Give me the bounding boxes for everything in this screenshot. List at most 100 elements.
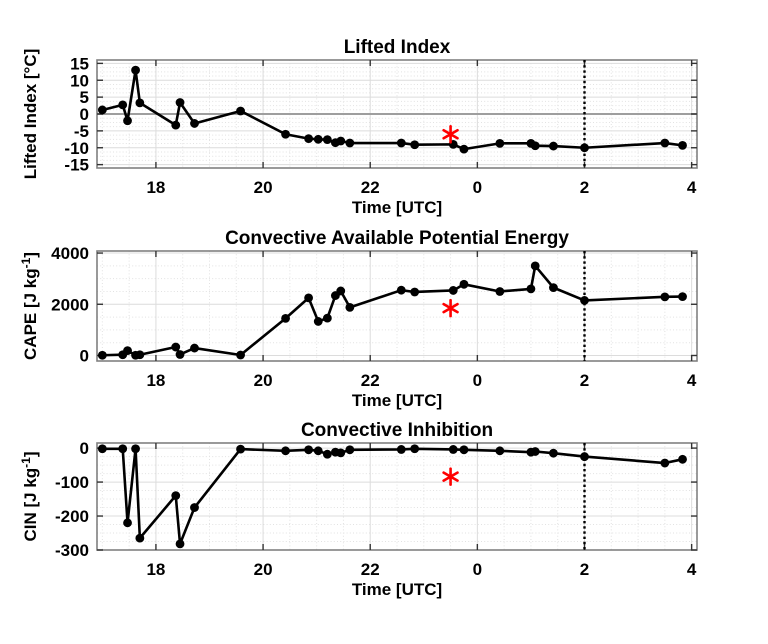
svg-text:0: 0: [80, 346, 89, 365]
svg-text:0: 0: [473, 371, 482, 390]
data-point: [175, 98, 185, 107]
data-point: [495, 138, 505, 148]
data-point: [345, 445, 355, 455]
data-point: [171, 491, 181, 501]
data-point: [549, 283, 558, 293]
data-point: [171, 342, 181, 352]
svg-text:10: 10: [70, 71, 89, 90]
plot-box: [96, 250, 698, 362]
data-point: [336, 286, 346, 296]
svg-text:0: 0: [473, 560, 482, 579]
data-point: [678, 454, 687, 464]
data-markers: [97, 261, 687, 360]
data-point: [236, 106, 245, 116]
svg-text:18: 18: [146, 178, 165, 197]
svg-text:18: 18: [146, 371, 165, 390]
data-point: [281, 129, 290, 139]
x-axis-label: Time [UTC]: [352, 580, 442, 599]
data-point: [396, 285, 406, 295]
data-point: [190, 343, 199, 353]
data-point: [549, 448, 558, 458]
model-star-marker: [442, 124, 459, 144]
svg-text:20: 20: [254, 178, 273, 197]
svg-text:2: 2: [580, 560, 589, 579]
data-point: [118, 100, 128, 110]
data-point: [135, 98, 145, 108]
grid: [97, 251, 697, 361]
data-point: [660, 292, 670, 302]
plot-box: [96, 442, 698, 551]
data-point: [322, 135, 332, 145]
svg-text:0: 0: [473, 178, 482, 197]
data-point: [313, 317, 323, 326]
svg-text:0: 0: [80, 105, 89, 124]
y-axis-label: CAPE [J kg-1]: [19, 252, 40, 360]
y-axis-label: CIN [J kg-1]: [19, 451, 40, 541]
tick-marks: [97, 60, 697, 168]
data-point: [459, 144, 469, 154]
x-tick-labels: 18 20 22 0 2 4: [146, 371, 696, 390]
svg-text:4: 4: [687, 371, 697, 390]
data-point: [660, 138, 670, 148]
model-star-marker: [442, 298, 459, 318]
data-line: [101, 68, 684, 151]
data-point: [281, 313, 290, 323]
svg-text:-5: -5: [74, 122, 89, 141]
data-point: [313, 134, 323, 144]
svg-text:-200: -200: [55, 507, 89, 526]
data-point: [281, 446, 290, 456]
data-point: [131, 65, 140, 75]
x-axis-label: Time [UTC]: [352, 198, 442, 217]
svg-text:4000: 4000: [51, 244, 89, 263]
data-point: [410, 444, 420, 454]
data-point: [678, 140, 687, 150]
grid: [97, 443, 697, 550]
data-point: [123, 346, 132, 356]
data-point: [448, 445, 458, 454]
x-tick-labels: 18 20 22 0 2 4: [146, 178, 696, 197]
y-axis-label: Lifted Index [°C]: [21, 49, 40, 180]
data-point: [410, 287, 420, 297]
data-point: [396, 138, 406, 148]
chart-title: Convective Inhibition: [301, 420, 493, 441]
cin-chart: Convective Inhibition 18 20 22 0 2 4 Time [UTC]…: [19, 420, 698, 599]
data-point: [549, 141, 558, 151]
data-point: [530, 141, 540, 151]
data-point: [459, 279, 469, 289]
data-point: [459, 445, 469, 455]
svg-text:20: 20: [254, 371, 273, 390]
data-markers: [97, 65, 687, 154]
svg-text:4: 4: [687, 560, 697, 579]
data-point: [190, 503, 199, 512]
chart-title: Lifted Index: [344, 37, 451, 58]
svg-text:-10: -10: [64, 139, 89, 158]
svg-text:-15: -15: [64, 156, 89, 175]
data-point: [304, 293, 314, 303]
data-point: [530, 261, 540, 271]
data-point: [530, 447, 540, 456]
cape-chart: Convective Available Potential Energy 18 2…: [19, 228, 698, 410]
data-point: [304, 134, 314, 144]
y-tick-labels: 0 -100 -200 -300: [55, 439, 89, 560]
data-point: [171, 120, 181, 130]
svg-text:22: 22: [361, 560, 380, 579]
data-point: [410, 140, 420, 150]
svg-text:-100: -100: [55, 473, 89, 492]
data-point: [396, 445, 406, 454]
data-point: [135, 533, 145, 543]
data-point: [495, 446, 505, 456]
data-point: [304, 445, 314, 455]
data-point: [322, 313, 332, 323]
data-point: [135, 350, 145, 360]
data-point: [336, 136, 346, 146]
data-point: [495, 287, 505, 296]
data-point: [526, 284, 536, 294]
data-point: [123, 518, 132, 528]
data-point: [97, 444, 107, 454]
x-tick-labels: 18 20 22 0 2 4: [146, 560, 696, 579]
data-point: [313, 446, 323, 456]
svg-text:2: 2: [580, 178, 589, 197]
svg-text:2: 2: [580, 371, 589, 390]
